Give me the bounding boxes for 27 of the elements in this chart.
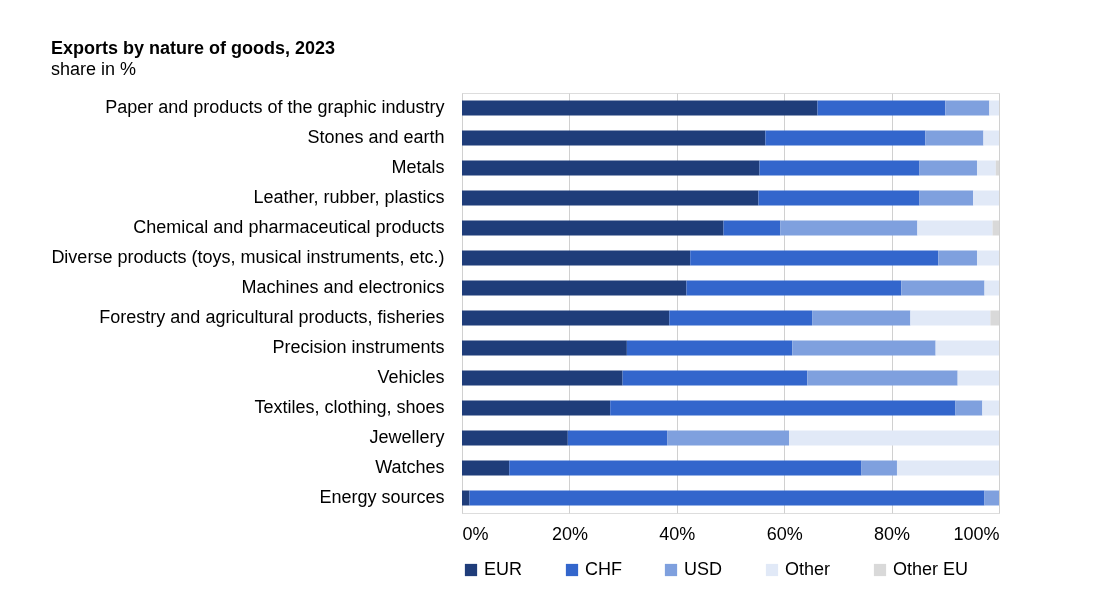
y-tick-label: Energy sources xyxy=(319,487,445,507)
x-tick-label: 40% xyxy=(659,523,696,544)
text: share in % xyxy=(50,59,136,79)
y-tick-label: Machines and electronics xyxy=(241,277,445,297)
x-tick-label: 60% xyxy=(766,523,803,544)
y-tick-label: Stones and earth xyxy=(307,127,445,147)
x-tick-label: 100% xyxy=(953,523,1000,544)
y-tick-label: Precision instruments xyxy=(272,337,445,357)
legend-label: CHF xyxy=(585,559,622,579)
legend-label: Other EU xyxy=(893,559,969,579)
y-tick-label: Watches xyxy=(375,457,445,477)
text: Exports by nature of goods, 2023 xyxy=(50,38,335,58)
y-tick-label: Jewellery xyxy=(369,427,445,447)
x-tick-label: 0% xyxy=(462,523,489,544)
legend-label: Other xyxy=(785,559,831,579)
y-tick-label: Vehicles xyxy=(377,367,445,387)
y-tick-label: Metals xyxy=(391,157,445,177)
legend-label: EUR xyxy=(484,559,523,579)
legend-label: USD xyxy=(684,559,723,579)
y-tick-label: Diverse products (toys, musical instruments, etc.) xyxy=(51,247,445,267)
y-tick-label: Paper and products of the graphic industry xyxy=(105,97,445,117)
y-tick-label: Chemical and pharmaceutical products xyxy=(133,217,445,237)
x-tick-label: 80% xyxy=(874,523,911,544)
y-tick-label: Textiles, clothing, shoes xyxy=(254,397,445,417)
x-tick-label: 20% xyxy=(551,523,588,544)
y-tick-label: Leather, rubber, plastics xyxy=(253,187,445,207)
y-tick-label: Forestry and agricultural products, fisheries xyxy=(99,307,445,327)
